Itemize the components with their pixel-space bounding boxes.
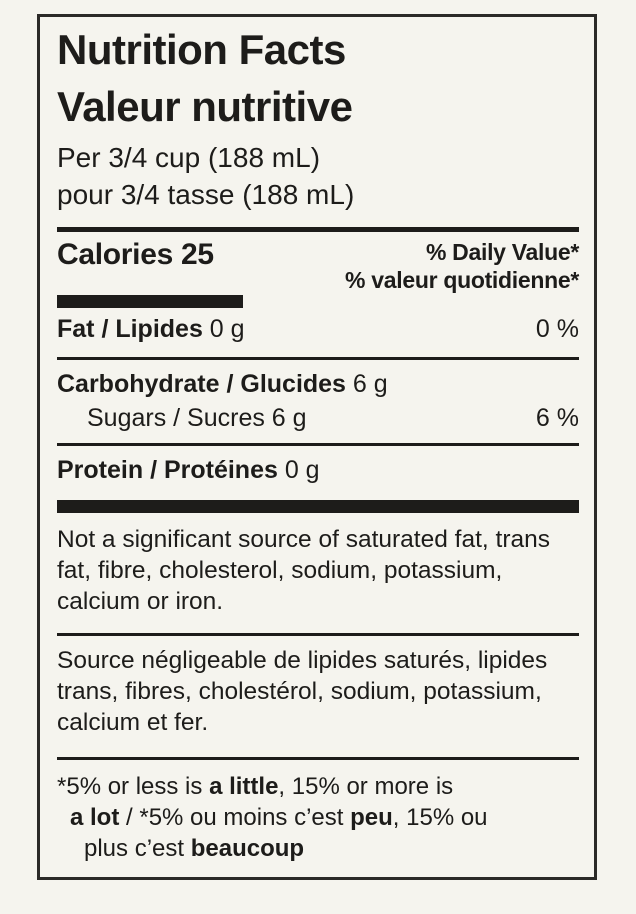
divider-heavy-bottom (57, 500, 579, 513)
footnote-text: *5% or less is (57, 773, 210, 800)
title-en: Nutrition Facts (57, 26, 346, 73)
footnote-line-3: plus c’est beaucoup (57, 833, 579, 864)
footnote-bold-a-little: a little (209, 773, 279, 800)
footnote-bold-beaucoup: beaucoup (190, 835, 305, 862)
label-title: Nutrition Facts Valeur nutritive (57, 21, 579, 135)
insignificant-source-note-fr: Source négligeable de lipides saturés, l… (57, 647, 548, 736)
divider-sugars-protein (57, 443, 579, 446)
serving-size-en: Per 3/4 cup (188 mL) (57, 142, 321, 173)
calories-underline-bar (57, 295, 243, 308)
nutrient-name-protein: Protein / Protéines 0 g (57, 455, 320, 485)
insignificant-source-note-en: Not a significant source of saturated fa… (57, 526, 550, 615)
serving-size-fr: pour 3/4 tasse (188 mL) (57, 179, 355, 210)
footnote-text: plus c’est (84, 835, 191, 862)
footnote-line-1: *5% or less is a little, 15% or more is (57, 771, 579, 802)
nutrient-amount-protein: 0 g (277, 456, 320, 484)
nutrient-name-fat-bold: Fat / Lipides (57, 315, 203, 343)
calories-value: Calories 25 (57, 238, 214, 271)
footnote-line-2: a lot / *5% ou moins c’est peu, 15% ou (57, 802, 579, 833)
divider-fat-carb (57, 357, 579, 360)
divider-note-en-fr (57, 633, 579, 636)
daily-value-header-fr: % valeur quotidienne* (345, 267, 579, 293)
nutrient-name-fat: Fat / Lipides 0 g (57, 314, 245, 344)
nutrition-facts-label: Nutrition Facts Valeur nutritive Per 3/4… (37, 14, 597, 880)
serving-size: Per 3/4 cup (188 mL) pour 3/4 tasse (188… (57, 139, 579, 213)
title-fr: Valeur nutritive (57, 83, 353, 130)
daily-value-header: % Daily Value* % valeur quotidienne* (345, 238, 579, 294)
footnote-text: , 15% or more is (278, 773, 454, 800)
footnote-text: / *5% ou moins c’est (119, 804, 351, 831)
nutrient-name-carbohydrate: Carbohydrate / Glucides 6 g (57, 369, 388, 399)
footnote-bold-a-lot: a lot (70, 804, 120, 831)
daily-value-sugars: 6 % (535, 404, 579, 432)
nutrient-amount-carbohydrate: 6 g (345, 370, 388, 398)
nutrient-name-protein-bold: Protein / Protéines (57, 456, 278, 484)
nutrient-row-sugars: Sugars / Sucres 6 g 6 % (57, 403, 579, 433)
nutrient-row-fat: Fat / Lipides 0 g 0 % (57, 314, 579, 344)
divider-note-footnote (57, 757, 579, 760)
nutrient-row-carbohydrate: Carbohydrate / Glucides 6 g (57, 369, 579, 399)
nutrient-amount-fat: 0 g (202, 315, 245, 343)
nutrient-row-protein: Protein / Protéines 0 g (57, 455, 579, 485)
divider-heavy-top (57, 227, 579, 232)
daily-value-fat: 0 % (535, 315, 579, 343)
daily-value-header-en: % Daily Value* (425, 239, 579, 265)
nutrient-name-carbohydrate-bold: Carbohydrate / Glucides (57, 370, 346, 398)
footnote-bold-peu: peu (350, 804, 393, 831)
daily-value-footnote: *5% or less is a little, 15% or more is … (57, 771, 579, 864)
calories-row: Calories 25 % Daily Value* % valeur quot… (57, 238, 579, 294)
nutrient-name-sugars: Sugars / Sucres 6 g (87, 404, 307, 432)
footnote-text: , 15% ou (392, 804, 488, 831)
